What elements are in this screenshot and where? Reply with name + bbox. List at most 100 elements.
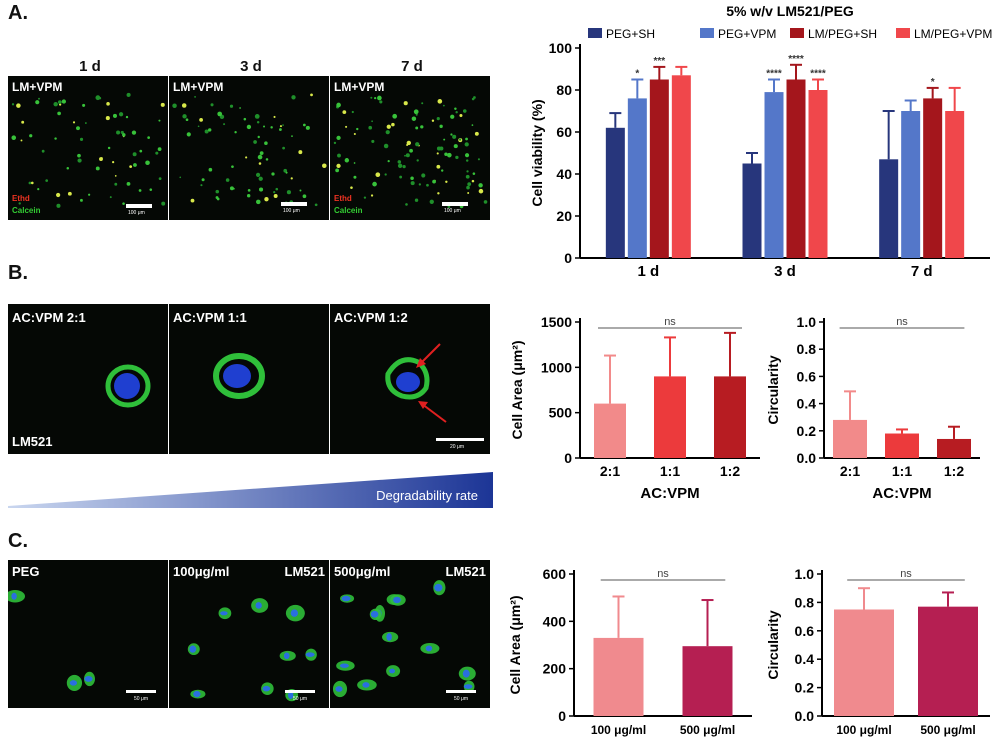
gradient-wedge	[8, 472, 493, 508]
legend-label: LM/PEG+SH	[808, 27, 877, 41]
cell-dot	[392, 113, 398, 119]
bar	[786, 79, 806, 258]
cell-dot	[305, 125, 310, 130]
cell-dot	[455, 111, 458, 114]
cell-dot	[384, 173, 387, 176]
cell-dot	[404, 154, 406, 157]
cell-dot	[77, 153, 81, 158]
y-tick-label: 0	[558, 708, 566, 724]
cell-dot	[243, 117, 247, 121]
cell-dot	[57, 111, 61, 116]
cell-dot	[437, 192, 440, 195]
cell-dot	[246, 124, 252, 130]
cell-dot	[53, 101, 58, 107]
cell-dot	[234, 131, 237, 134]
cell-dot	[114, 182, 118, 186]
cell-dot	[462, 109, 467, 113]
cell-dot	[208, 167, 213, 172]
y-tick-label: 0.6	[795, 623, 815, 639]
cell-dot	[322, 163, 327, 169]
cell-dot	[122, 133, 126, 137]
y-tick-label: 1000	[541, 359, 572, 375]
cell-dot	[298, 150, 303, 155]
cell-dot	[253, 140, 257, 144]
ratio-label: AC:VPM 1:2	[334, 310, 408, 325]
cell-dot	[66, 166, 70, 170]
cell-dot	[194, 95, 196, 98]
chart-b-circularity: 0.0 0.2 0.4 0.6 0.8 1.0 Circularity 2:1 1:1 1:2 AC…	[765, 314, 980, 502]
cell-dot	[197, 125, 200, 128]
micrograph-c-500: 500μg/ml LM521 50 μm	[330, 560, 490, 708]
cell-dot	[397, 160, 402, 164]
x-tick-label: 7 d	[911, 263, 933, 280]
cell-dot	[11, 135, 17, 140]
cell-dot	[442, 104, 445, 107]
y-axis-label: Cell Area (μm²)	[509, 340, 525, 439]
legend-swatch	[896, 28, 910, 38]
cell-nucleus	[335, 686, 343, 692]
cell-dot	[467, 192, 470, 194]
cell-dot	[158, 177, 162, 181]
cell-dot	[161, 201, 166, 206]
cell-dot	[437, 99, 443, 104]
cell-dot	[273, 115, 276, 118]
scale-text: 100 μm	[444, 208, 461, 214]
cell-dot	[54, 137, 57, 140]
cell-dot	[286, 190, 291, 195]
y-tick-label: 500	[549, 405, 573, 421]
cell-dot	[11, 103, 15, 106]
y-tick-label: 1.0	[797, 314, 817, 330]
cell-dot	[459, 138, 462, 141]
cell-dot	[118, 112, 124, 117]
cell-dot	[30, 181, 34, 185]
y-axis-label: Cell viability (%)	[529, 99, 545, 206]
x-tick-label: 500 μg/ml	[920, 723, 975, 737]
bar	[918, 606, 978, 716]
panel-c-letter: C.	[8, 530, 28, 552]
cell-dot	[114, 174, 117, 177]
y-tick-label: 0.4	[795, 651, 815, 667]
cell-dot	[254, 114, 260, 119]
x-tick-label: 2:1	[600, 463, 620, 479]
cell-dot	[478, 183, 483, 188]
degradability-gradient: Degradability rate	[8, 472, 493, 508]
cell-dot	[80, 198, 83, 202]
cell-dot	[138, 189, 142, 192]
scale-bar	[436, 438, 484, 441]
cell-dot	[299, 189, 302, 192]
arrow-head	[418, 401, 428, 409]
cell-nucleus	[262, 685, 271, 692]
cell-dot	[41, 149, 45, 153]
cell-nucleus	[223, 364, 251, 388]
micrograph-c-100: 100μg/ml LM521 50 μm	[169, 560, 329, 708]
cell-dot	[415, 126, 419, 130]
cell-nucleus	[370, 610, 379, 618]
cell-dot	[82, 103, 86, 107]
y-tick-label: 0.2	[795, 680, 815, 696]
cell-dot	[133, 163, 137, 167]
y-axis-label: Cell Area (μm²)	[507, 595, 523, 694]
cell-nucleus	[255, 602, 262, 609]
bar	[879, 159, 899, 258]
day-label-1: 1 d	[79, 58, 101, 75]
cell-nucleus	[288, 691, 294, 700]
cell-dot	[181, 103, 187, 108]
cell-dot	[447, 205, 451, 209]
cell-dot	[335, 168, 340, 173]
cell-dot	[279, 128, 282, 131]
bar	[742, 163, 762, 258]
x-tick-label: 3 d	[774, 263, 796, 280]
cell-dot	[377, 95, 382, 101]
cell-dot	[56, 203, 61, 208]
day-label-3: 3 d	[240, 58, 262, 75]
y-tick-label: 80	[556, 82, 572, 98]
cell-dot	[131, 130, 137, 135]
cell-dot	[464, 142, 469, 147]
cell-dot	[179, 176, 182, 179]
y-axis-label: Circularity	[765, 355, 781, 424]
cell-dot	[45, 179, 49, 182]
cell-dot	[405, 153, 410, 158]
ratio-label: AC:VPM 2:1	[12, 310, 86, 325]
cell-dot	[426, 183, 429, 187]
cell-dot	[291, 135, 293, 138]
